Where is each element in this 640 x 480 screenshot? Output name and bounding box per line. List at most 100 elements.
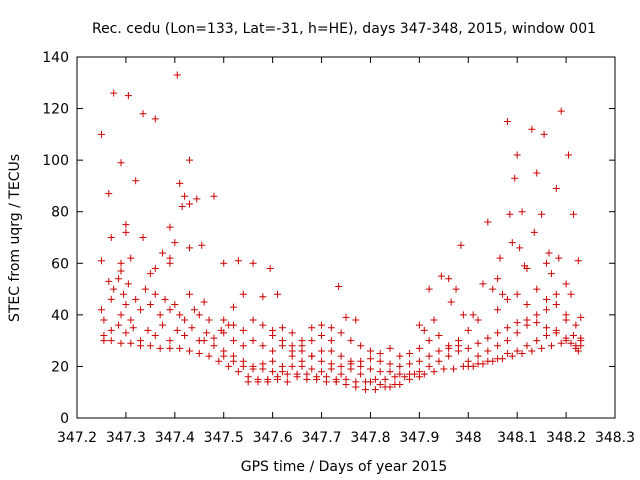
data-point [547,270,555,278]
data-point [176,179,184,187]
data-point [528,347,536,355]
data-point [381,375,389,383]
data-point [117,339,125,347]
data-point [151,290,159,298]
data-point [259,293,267,301]
data-point [269,331,277,339]
data-point [274,290,282,298]
data-point [415,357,423,365]
data-point [401,373,409,381]
data-point [567,290,575,298]
y-axis-label: STEC from uqrg / TECUs [7,154,23,322]
data-point [278,324,286,332]
data-point [540,130,548,138]
data-point [337,370,345,378]
data-point [127,316,135,324]
data-point [144,326,152,334]
data-point [308,352,316,360]
data-point [110,285,118,293]
data-point [552,326,560,334]
data-point [396,362,404,370]
data-point [425,352,433,360]
data-point [484,218,492,226]
data-point [234,368,242,376]
data-point [239,362,247,370]
data-point [97,257,105,265]
data-point [322,378,330,386]
data-point [518,350,526,358]
data-point [577,342,585,350]
data-point [577,334,585,342]
data-point [376,368,384,376]
data-point [132,177,140,185]
data-point [562,280,570,288]
data-point [464,344,472,352]
data-point [171,239,179,247]
data-point [303,375,311,383]
data-point [464,326,472,334]
data-point [115,321,123,329]
data-point [288,329,296,337]
data-point [406,375,414,383]
data-point [124,280,132,288]
data-point [386,368,394,376]
data-point [366,347,374,355]
data-point [132,295,140,303]
data-point [122,221,130,229]
data-point [508,239,516,247]
data-point [494,275,502,283]
data-point [474,352,482,360]
data-point [318,368,326,376]
data-point [288,352,296,360]
x-tick-label: 348.3 [595,430,635,446]
data-point [499,290,507,298]
data-point [523,342,531,350]
data-point [533,337,541,345]
data-point [457,241,465,249]
data-point [547,342,555,350]
data-point [151,264,159,272]
data-point [352,316,360,324]
data-point [318,357,326,365]
data-point [572,321,580,329]
data-point [484,357,492,365]
data-point [574,257,582,265]
data-point [185,347,193,355]
data-point [278,362,286,370]
data-point [435,331,443,339]
y-tick-label: 40 [51,308,69,324]
data-point [308,337,316,345]
data-point [200,337,208,345]
data-point [259,342,267,350]
data-point [567,339,575,347]
data-point [503,324,511,332]
data-point [239,290,247,298]
data-point [513,151,521,159]
data-point [381,383,389,391]
data-point [464,362,472,370]
x-axis: 347.2 347.3 347.4 347.5 347.6 347.7 347.8 347.9… [57,57,635,446]
data-point [474,360,482,368]
data-point [366,365,374,373]
data-point [533,285,541,293]
data-point [156,344,164,352]
data-point [494,355,502,363]
data-point [533,319,541,327]
data-point [185,244,193,252]
data-point [171,301,179,309]
data-point [445,352,453,360]
data-point [269,368,277,376]
data-point [435,357,443,365]
data-point [437,272,445,280]
data-point [318,321,326,329]
data-point [156,311,164,319]
data-point [327,347,335,355]
data-point [200,298,208,306]
data-point [203,329,211,337]
data-point [210,342,218,350]
data-point [516,244,524,252]
data-point [327,324,335,332]
data-point [386,360,394,368]
data-point [528,125,536,133]
data-point [508,352,516,360]
